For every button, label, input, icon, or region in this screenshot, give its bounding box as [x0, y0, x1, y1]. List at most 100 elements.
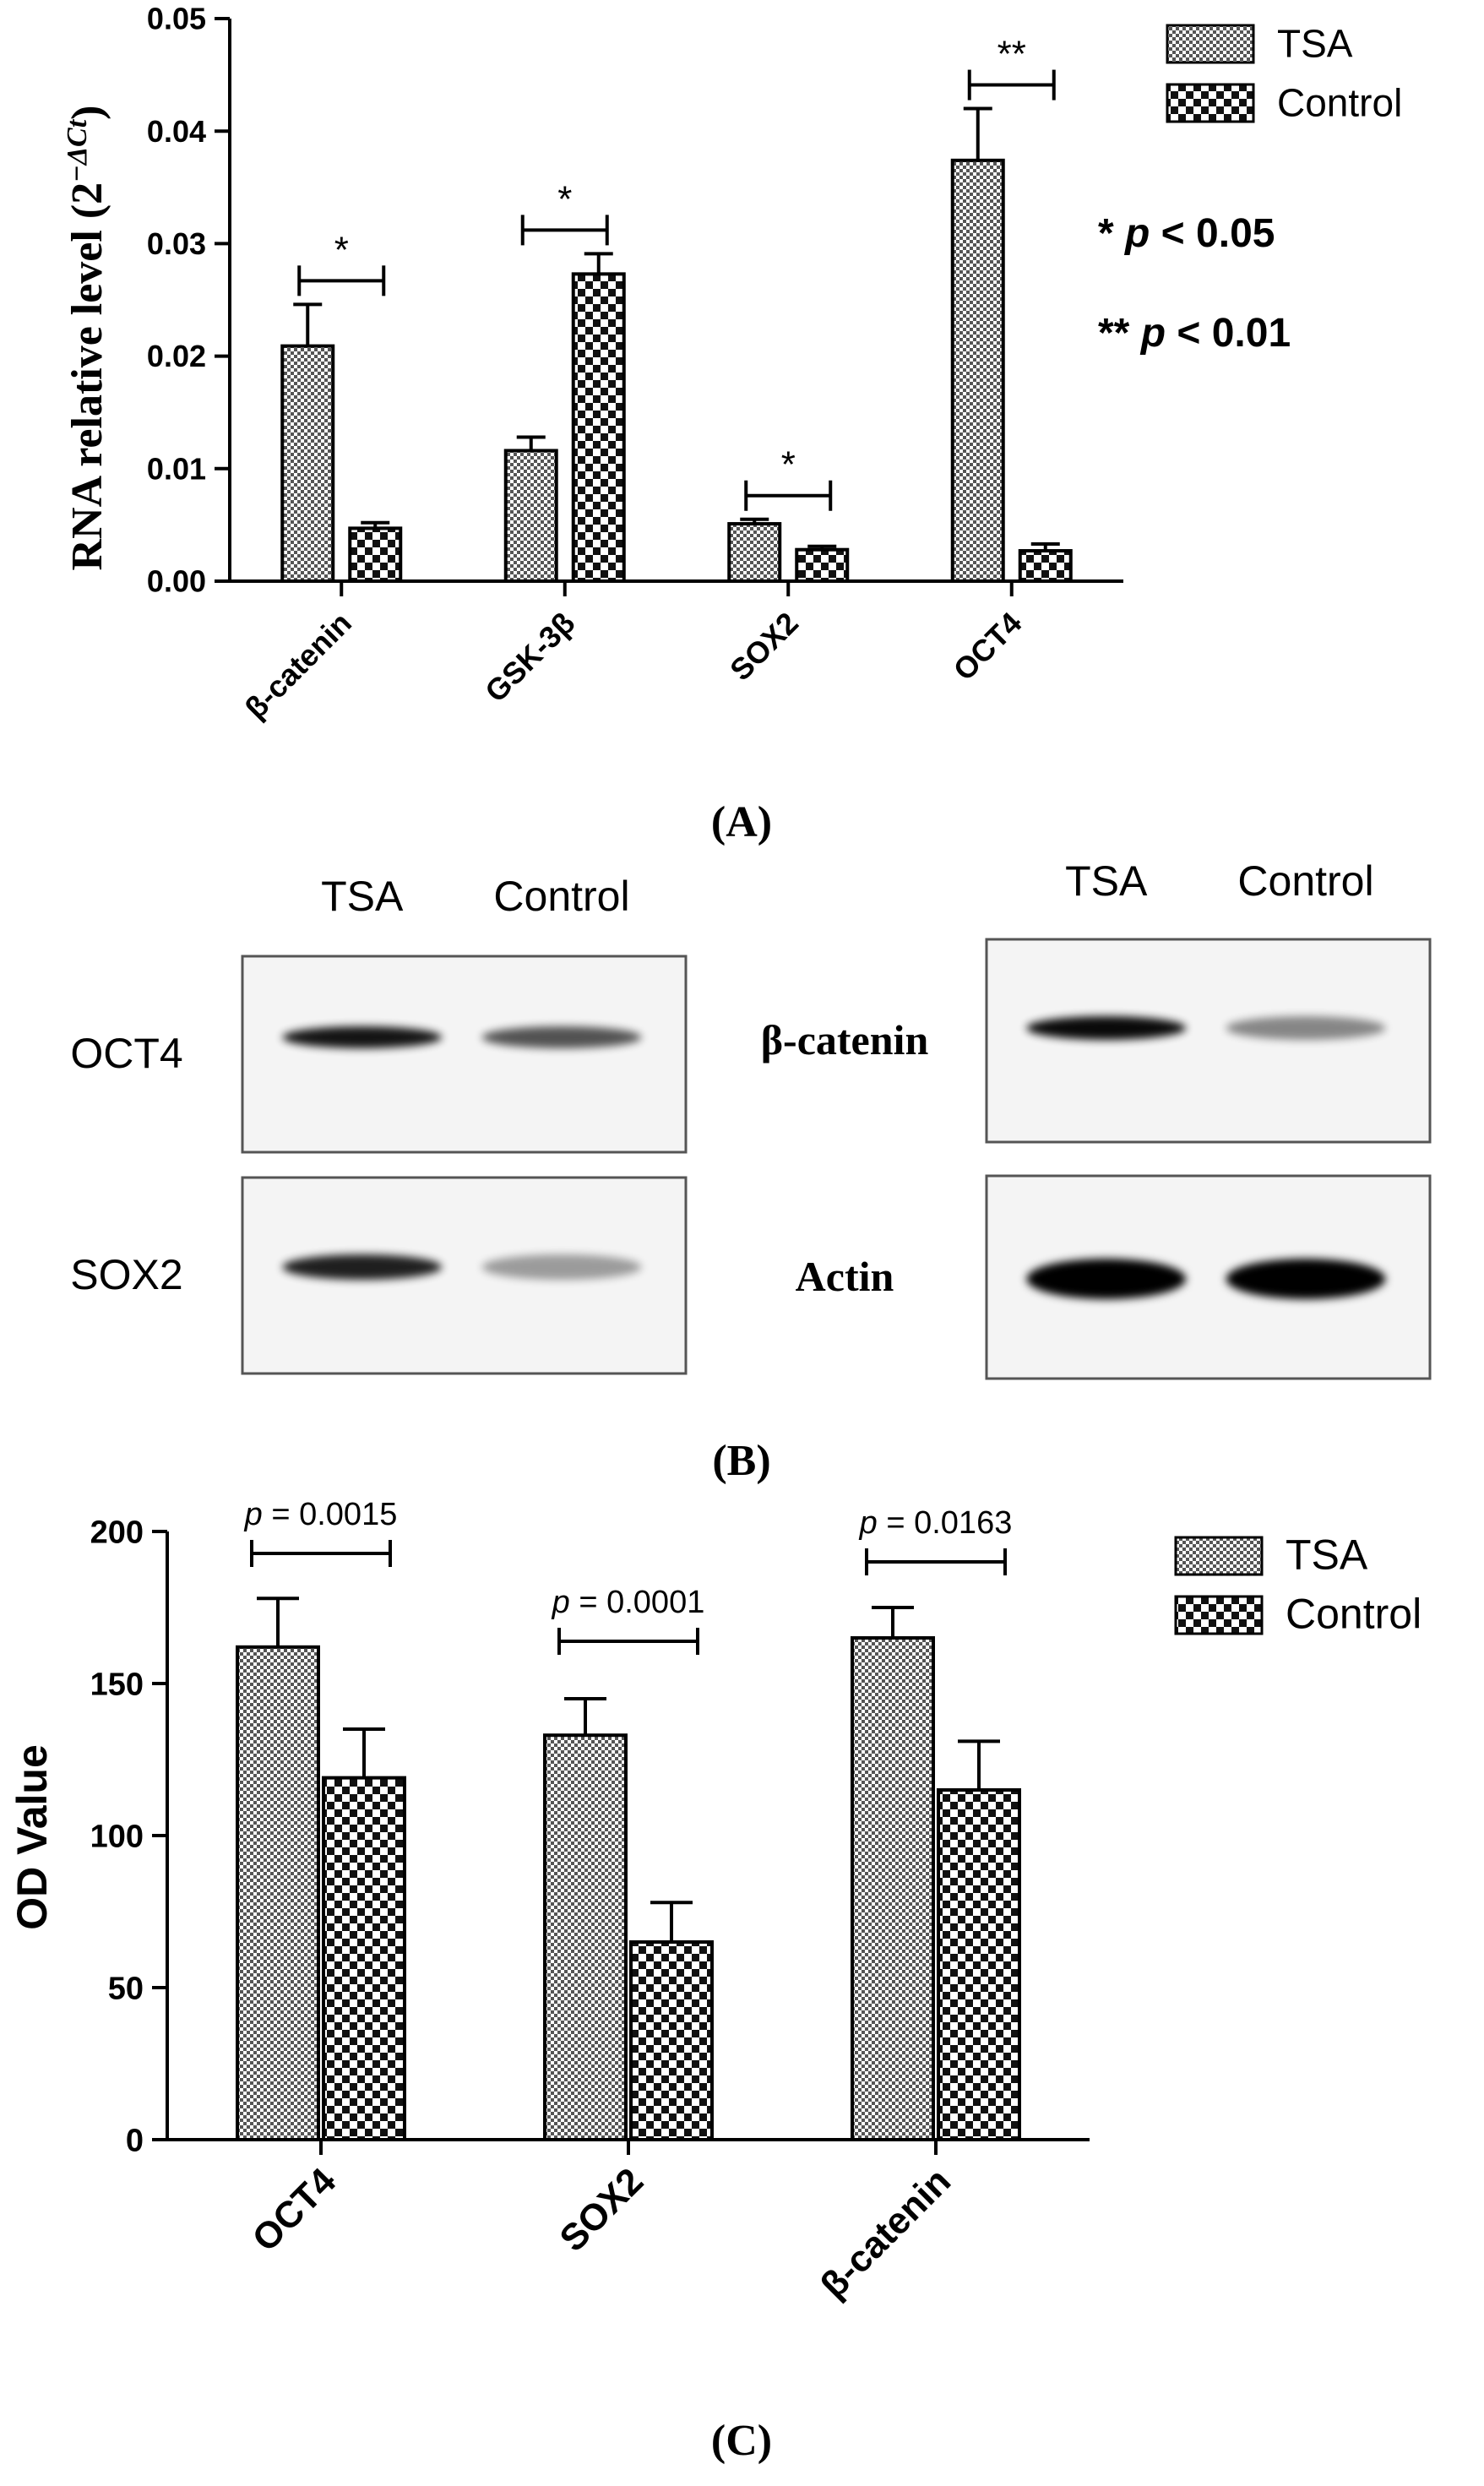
- bar-tsa: [851, 1636, 935, 2141]
- chart-a-legend: TSA Control: [1166, 21, 1402, 124]
- chart-c-legend: TSA Control: [1174, 1531, 1421, 1637]
- c-y-tick-label: 200: [90, 1515, 144, 1550]
- bar-tsa: [950, 158, 1005, 583]
- p-value-note-rest: < 0.05: [1150, 211, 1275, 256]
- blot-row-label: SOX2: [70, 1251, 182, 1298]
- a-y-tick-label: 0.01: [147, 451, 206, 486]
- chart-c-x-ticks: OCT4 SOX2 β-catenin: [244, 2140, 959, 2306]
- chart-a-bars: [280, 106, 1073, 584]
- a-y-tick-label: 0.00: [147, 564, 206, 599]
- c-y-tick-label: 0: [126, 2123, 144, 2158]
- p-value-note-rest: < 0.01: [1166, 311, 1291, 356]
- c-category-label: β-catenin: [813, 2160, 959, 2306]
- chart-a-x-ticks: β-catenin GSK-3β SOX2 OCT4: [238, 581, 1029, 726]
- a-y-tick-label: 0.03: [147, 226, 206, 261]
- bar-control: [1018, 549, 1073, 584]
- a-y-tick-label: 0.04: [147, 114, 206, 149]
- p-value-label-p: p: [244, 1497, 263, 1532]
- bar-tsa: [503, 449, 558, 583]
- panel-label-b: (B): [712, 1437, 770, 1485]
- blot-left: TSA Control OCT4 SOX2: [70, 873, 688, 1375]
- bar-control: [937, 1788, 1021, 2141]
- chart-a-axes: [228, 19, 1123, 583]
- significance-stars: *: [781, 444, 796, 486]
- legend-label-control: Control: [1286, 1590, 1421, 1637]
- c-category-label: SOX2: [552, 2160, 651, 2260]
- p-value-label-p: p: [552, 1585, 570, 1620]
- p-value-note: * p < 0.05: [1098, 211, 1275, 256]
- p-value-note-mark: *: [1098, 211, 1125, 256]
- a-category-label: SOX2: [723, 606, 805, 688]
- blot-band: [282, 1254, 443, 1280]
- p-value-label: p = 0.0163: [859, 1505, 1013, 1541]
- chart-c-y-ticks: 0 50 100 150 200: [90, 1515, 167, 2158]
- p-value-note-p: p: [1123, 211, 1150, 256]
- a-y-tick-label: 0.02: [147, 339, 206, 373]
- a-category-label: β-catenin: [238, 606, 358, 726]
- blot-row-label: Actin: [796, 1253, 894, 1300]
- legend-label-control: Control: [1277, 80, 1402, 124]
- blot-band: [481, 1254, 642, 1280]
- blot-band: [1226, 1016, 1386, 1040]
- blot-band: [1226, 1259, 1386, 1299]
- a-category-label: OCT4: [947, 606, 1029, 688]
- p-value-label-rest: = 0.0163: [878, 1505, 1013, 1541]
- legend-swatch-control: [1166, 83, 1255, 123]
- bar-control: [348, 526, 403, 583]
- c-y-tick-label: 100: [90, 1819, 144, 1854]
- chart-c-axes: [166, 1531, 1090, 2141]
- chart-a-y-ticks: 0.00 0.01 0.02 0.03 0.04 0.05: [147, 2, 230, 599]
- bar-control: [629, 1940, 714, 2141]
- blot-band: [481, 1026, 642, 1048]
- c-y-tick-label: 150: [90, 1667, 144, 1702]
- western-blot-panel: TSA Control OCT4 SOX2 TSA Control β-catenin Ac…: [70, 857, 1432, 1485]
- chart-c-bars: [236, 1597, 1021, 2142]
- panel-label-c: (C): [711, 2417, 772, 2465]
- legend-swatch-tsa: [1166, 24, 1255, 64]
- blot-right: TSA Control β-catenin Actin: [761, 857, 1432, 1380]
- blot-row-label: β-catenin: [761, 1016, 929, 1063]
- blot-membrane: [985, 938, 1432, 1144]
- bar-tsa: [543, 1733, 628, 2141]
- p-value-label-rest: = 0.0001: [570, 1585, 705, 1620]
- p-value-note-p: p: [1139, 311, 1166, 356]
- blot-row-label: OCT4: [70, 1030, 182, 1077]
- p-value-note-mark: **: [1098, 311, 1141, 356]
- bar-control: [571, 272, 626, 583]
- p-value-note: ** p < 0.01: [1098, 311, 1291, 356]
- significance-stars: *: [557, 178, 572, 220]
- chart-a-y-axis-label: RNA relative level (2−ΔCt): [62, 105, 111, 570]
- p-value-label: p = 0.0015: [244, 1497, 398, 1532]
- significance-stars: **: [997, 34, 1026, 75]
- bar-tsa: [236, 1645, 320, 2142]
- legend-swatch-control: [1174, 1595, 1264, 1635]
- c-y-tick-label: 50: [108, 1971, 144, 2006]
- bar-tsa: [280, 344, 335, 583]
- blot-band: [282, 1026, 443, 1048]
- significance-stars: *: [334, 229, 349, 270]
- p-value-label-p: p: [859, 1505, 878, 1541]
- chart-a: RNA relative level (2−ΔCt) 0.000.010.020…: [62, 2, 1402, 846]
- bar-tsa: [727, 522, 782, 583]
- legend-swatch-tsa: [1174, 1536, 1264, 1576]
- c-category-label: OCT4: [244, 2160, 344, 2260]
- blot-lane-label: Control: [1237, 857, 1373, 905]
- blot-lane-label: TSA: [1065, 857, 1148, 905]
- bar-control: [795, 547, 850, 583]
- blot-lane-label: TSA: [321, 873, 404, 920]
- blot-lane-label: Control: [493, 873, 629, 920]
- chart-c-y-axis-label: OD Value: [8, 1744, 56, 1930]
- panel-label-a: (A): [711, 798, 772, 846]
- legend-label-tsa: TSA: [1277, 21, 1353, 65]
- blot-membrane: [241, 955, 688, 1154]
- blot-band: [1026, 1016, 1187, 1040]
- blot-band: [1026, 1259, 1187, 1299]
- p-value-label-rest: = 0.0015: [263, 1497, 398, 1532]
- a-category-label: GSK-3β: [478, 606, 581, 709]
- a-y-tick-label: 0.05: [147, 2, 206, 36]
- bar-control: [322, 1776, 406, 2142]
- p-value-label: p = 0.0001: [552, 1585, 705, 1620]
